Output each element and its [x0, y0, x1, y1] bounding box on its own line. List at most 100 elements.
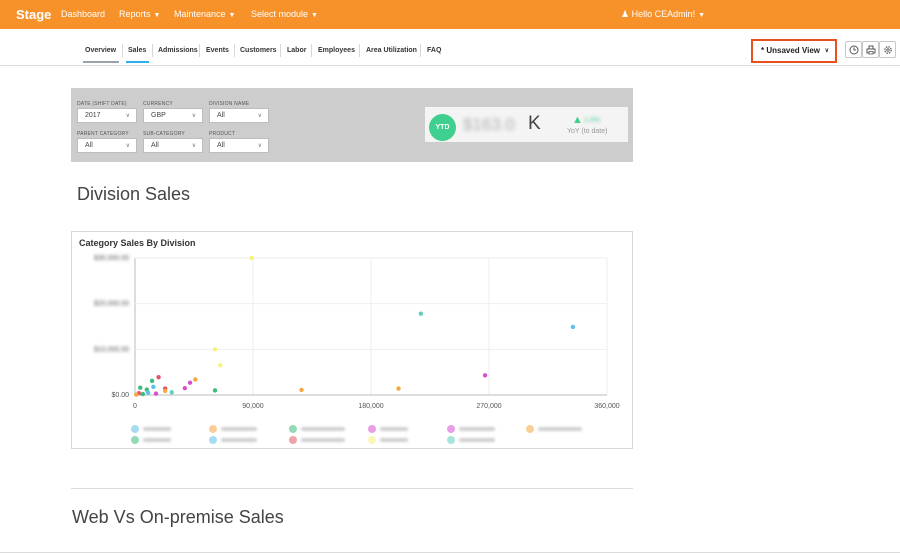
tab-employees[interactable]: Employees	[318, 47, 355, 54]
division-select-value: All	[217, 112, 225, 119]
date-select-value: 2017	[85, 112, 101, 119]
scatter-point	[212, 388, 218, 393]
scatter-point	[149, 378, 155, 384]
chart-title: Category Sales By Division	[79, 238, 196, 248]
filter-label-date: DATE (SHIFT DATE)	[77, 101, 127, 107]
scatter-point	[299, 387, 304, 393]
caret-down-icon: ▼	[153, 12, 161, 19]
legend-label	[221, 438, 257, 442]
tab-events[interactable]: Events	[206, 47, 229, 54]
tab-separator	[280, 44, 281, 57]
print-button[interactable]	[862, 41, 879, 58]
legend-swatch	[131, 425, 139, 433]
nav-dashboard[interactable]: Dashboard	[61, 9, 106, 19]
product-select-value: All	[217, 142, 225, 149]
legend-label	[301, 427, 345, 431]
nav-select-module[interactable]: Select module ▼	[251, 9, 318, 19]
legend-label	[380, 427, 408, 431]
scatter-point	[218, 363, 223, 368]
section-divider	[71, 488, 633, 489]
history-button[interactable]	[845, 41, 862, 58]
x-tick-label: 0	[133, 403, 137, 410]
scatter-point	[140, 391, 146, 397]
saved-view-label: * Unsaved View	[761, 46, 820, 55]
date-select[interactable]: 2017 ∨	[77, 108, 137, 123]
nav-select-module-label: Select module	[251, 9, 309, 19]
top-navbar: Stage Dashboard Reports ▼ Maintenance ▼ Se…	[0, 0, 900, 29]
scatter-point	[182, 385, 188, 391]
legend-swatch	[447, 425, 455, 433]
nav-maintenance-label: Maintenance	[174, 9, 226, 19]
legend-swatch	[368, 436, 376, 444]
ytd-badge: YTD	[429, 114, 456, 141]
clock-icon	[849, 45, 859, 55]
page-bottom-border	[0, 552, 900, 553]
scatter-point	[212, 347, 218, 352]
scatter-point	[145, 390, 151, 395]
scatter-point	[396, 386, 401, 391]
chevron-down-icon: ∨	[257, 143, 262, 149]
x-tick-label: 360,000	[594, 403, 619, 410]
tab-separator	[152, 44, 153, 57]
parent-category-select[interactable]: All ∨	[77, 138, 137, 153]
settings-button[interactable]	[879, 41, 896, 58]
scatter-point	[187, 380, 193, 385]
tab-separator	[311, 44, 312, 57]
tab-separator	[420, 44, 421, 57]
gear-icon	[884, 46, 892, 54]
tab-labor[interactable]: Labor	[287, 47, 307, 54]
user-menu[interactable]: ♟ Hello CEAdmin! ▼	[621, 9, 705, 20]
user-greeting: Hello CEAdmin!	[631, 9, 696, 19]
scatter-point	[482, 373, 488, 378]
legend-swatch	[289, 436, 297, 444]
tab-faq[interactable]: FAQ	[427, 47, 442, 54]
legend-swatch	[289, 425, 297, 433]
printer-icon	[866, 45, 876, 55]
legend-swatch	[131, 436, 139, 444]
legend-label	[459, 438, 495, 442]
tab-underline-overview	[83, 61, 119, 63]
division-select[interactable]: All ∨	[209, 108, 269, 123]
legend-label	[380, 438, 408, 442]
chevron-down-icon: ∨	[191, 113, 196, 119]
tab-area-utilization[interactable]: Area Utilization	[366, 47, 417, 54]
filter-label-parent-category: PARENT CATEGORY	[77, 131, 129, 137]
x-tick-label: 180,000	[358, 403, 383, 410]
nav-reports[interactable]: Reports ▼	[119, 9, 160, 19]
brand-logo[interactable]: Stage	[16, 7, 52, 22]
chart-card	[71, 231, 633, 449]
tab-overview[interactable]: Overview	[85, 47, 117, 54]
legend-label	[221, 427, 257, 431]
caret-down-icon: ▼	[698, 12, 706, 19]
scatter-point	[193, 377, 198, 382]
currency-select-value: GBP	[151, 112, 166, 119]
chevron-down-icon: ∨	[824, 48, 829, 54]
section-title-division-sales: Division Sales	[77, 184, 191, 204]
chevron-down-icon: ∨	[125, 143, 130, 149]
arrow-up-icon: ▲	[572, 114, 583, 126]
scatter-point	[162, 388, 168, 394]
tab-customers[interactable]: Customers	[240, 47, 277, 54]
nav-maintenance[interactable]: Maintenance ▼	[174, 9, 235, 19]
filter-label-product: PRODUCT	[209, 131, 236, 137]
tab-admissions[interactable]: Admissions	[158, 47, 198, 54]
scatter-point	[249, 255, 254, 261]
user-icon: ♟	[621, 9, 632, 19]
legend-label	[301, 438, 345, 442]
legend-label	[538, 427, 582, 431]
y-tick-label: $30,000.00	[94, 255, 129, 262]
sub-category-select[interactable]: All ∨	[143, 138, 203, 153]
nav-reports-label: Reports	[119, 9, 151, 19]
currency-select[interactable]: GBP ∨	[143, 108, 203, 123]
ytd-change: 1.0%	[584, 117, 600, 124]
caret-down-icon: ▼	[228, 12, 236, 19]
parent-category-value: All	[85, 142, 93, 149]
tab-sales[interactable]: Sales	[128, 47, 147, 54]
product-select[interactable]: All ∨	[209, 138, 269, 153]
saved-view-dropdown[interactable]: * Unsaved View ∨	[751, 39, 837, 63]
sub-category-value: All	[151, 142, 159, 149]
legend-label	[143, 438, 171, 442]
ytd-caption: YoY (to date)	[567, 128, 608, 135]
scatter-chart: 0 90,000 180,000 270,000 360,000 $0.00 $10,000…	[94, 255, 620, 444]
chevron-down-icon: ∨	[125, 113, 130, 119]
